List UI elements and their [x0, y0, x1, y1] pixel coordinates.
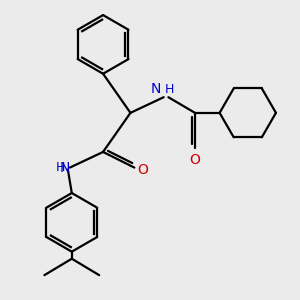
Text: H: H	[56, 161, 65, 174]
Text: H: H	[164, 83, 174, 96]
Text: O: O	[190, 153, 200, 167]
Text: O: O	[137, 163, 148, 177]
Text: N: N	[59, 160, 70, 175]
Text: N: N	[151, 82, 161, 96]
